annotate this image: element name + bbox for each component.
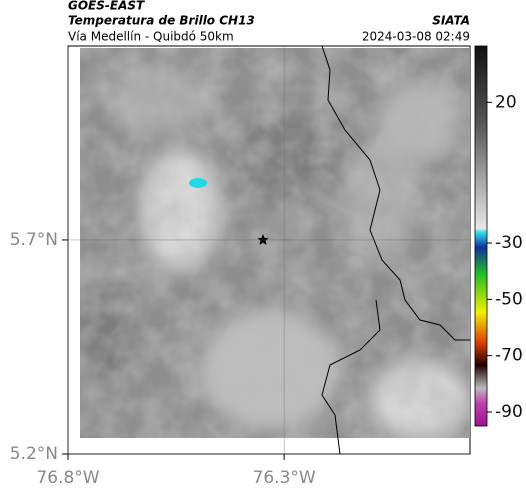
colorbar-label: -30 (495, 233, 523, 253)
border (321, 45, 470, 455)
lat-label: 5.7°N (10, 230, 58, 250)
lat-label: 5.2°N (10, 444, 58, 464)
colorbar (474, 45, 488, 427)
datetime: 2024-03-08 02:49 (362, 30, 470, 44)
lon-label: 76.8°W (36, 468, 99, 488)
title: GOES-EAST (68, 0, 145, 13)
colorbar-label: -70 (495, 346, 523, 366)
lon-label: 76.3°W (253, 468, 316, 488)
source: SIATA (432, 14, 470, 28)
colorbar-label: -50 (495, 289, 523, 309)
colorbar-label: -90 (495, 402, 523, 422)
marker (257, 234, 269, 245)
subtitle: Temperatura de Brillo CH13 (68, 14, 255, 28)
location: Vía Medellín - Quibdó 50km (68, 30, 234, 44)
colorbar-label: 20 (495, 92, 517, 112)
imagery (80, 48, 470, 438)
